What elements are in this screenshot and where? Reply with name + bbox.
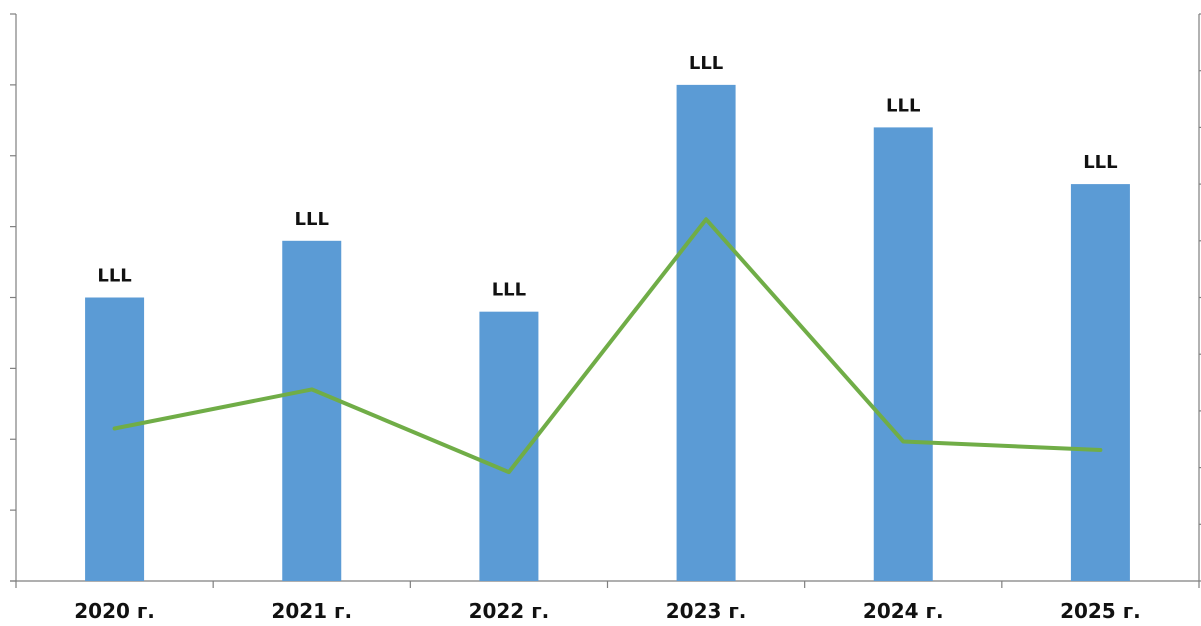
bar xyxy=(1070,184,1130,581)
x-tick-label: 2023 г. xyxy=(666,599,747,623)
line-series-path xyxy=(112,217,1103,475)
bar-data-label: LLL xyxy=(97,266,131,287)
category-labels: 2020 г. 2021 г. 2022 г. 2023 г. 2024 г. 2025 … xyxy=(74,599,1141,623)
x-tick-label: 2024 г. xyxy=(863,599,944,623)
x-tick-label: 2025 г. xyxy=(1060,599,1141,623)
line-series xyxy=(112,217,1103,475)
bar-data-label: LLL xyxy=(886,95,920,116)
bar xyxy=(676,84,736,581)
x-tick-label: 2020 г. xyxy=(74,599,155,623)
x-tick-label: 2022 г. xyxy=(469,599,550,623)
bar-data-label: LLL xyxy=(1083,152,1117,173)
bar xyxy=(282,240,342,582)
bar-series xyxy=(85,84,1130,582)
bar-data-label: LLL xyxy=(689,53,723,74)
bar-data-label: LLL xyxy=(492,280,526,301)
data-labels: LLL LLL LLL LLL LLL LLL xyxy=(97,53,1117,301)
axes xyxy=(10,13,1201,588)
x-tick-label: 2021 г. xyxy=(271,599,352,623)
bar xyxy=(85,297,145,581)
bar xyxy=(873,127,933,582)
bar-data-label: LLL xyxy=(295,209,329,230)
